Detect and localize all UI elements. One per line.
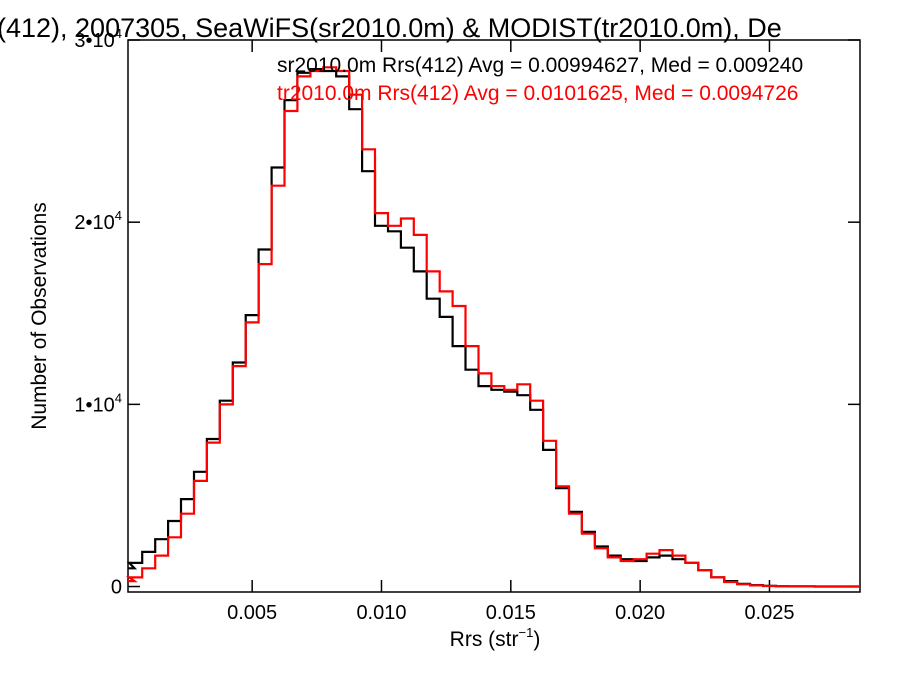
x-axis-label-exponent: −1 — [519, 625, 534, 640]
y-tick-label-base: 1•10 — [74, 394, 114, 416]
x-axis-label-close: ) — [533, 628, 540, 651]
y-tick-label-base: 3•10 — [74, 30, 114, 52]
chart-title: (412), 2007305, SeaWiFS(sr2010.0m) & MOD… — [0, 13, 782, 43]
y-tick-label-base: 0 — [111, 577, 122, 599]
x-tick-label: 0.015 — [486, 602, 536, 624]
y-tick-label: 2•104 — [74, 208, 122, 234]
y-tick-label: 1•104 — [74, 390, 122, 416]
series-layer — [125, 66, 860, 588]
x-tick-label: 0.005 — [227, 602, 277, 624]
series-line-0 — [126, 68, 860, 588]
y-axis-label: Number of Observations — [28, 202, 51, 430]
y-tick-label-exponent: 4 — [115, 208, 122, 223]
x-axis-ticks: 0.005 0.010 0.015 0.020 0.025 — [227, 40, 795, 624]
y-tick-label-exponent: 4 — [115, 390, 122, 405]
x-axis-label: Rrs (str−1) — [450, 625, 541, 651]
y-tick-label-base: 2•10 — [74, 212, 114, 234]
series-line-1 — [125, 66, 860, 588]
y-tick-label: 3•104 — [74, 26, 122, 52]
legend-entry-sr2010: sr2010.0m Rrs(412) Avg = 0.00994627, Med… — [277, 54, 803, 77]
x-tick-label: 0.020 — [615, 602, 665, 624]
y-tick-label-exponent: 4 — [115, 26, 122, 41]
plot-frame — [127, 39, 861, 593]
x-tick-label: 0.010 — [356, 602, 406, 624]
legend-entry-tr2010: tr2010.0m Rrs(412) Avg = 0.0101625, Med … — [277, 82, 798, 105]
plot-border — [127, 39, 861, 593]
x-tick-label: 0.025 — [744, 602, 794, 624]
x-axis-label-base: Rrs (str — [450, 628, 519, 651]
y-tick-label: 0 — [111, 577, 122, 599]
